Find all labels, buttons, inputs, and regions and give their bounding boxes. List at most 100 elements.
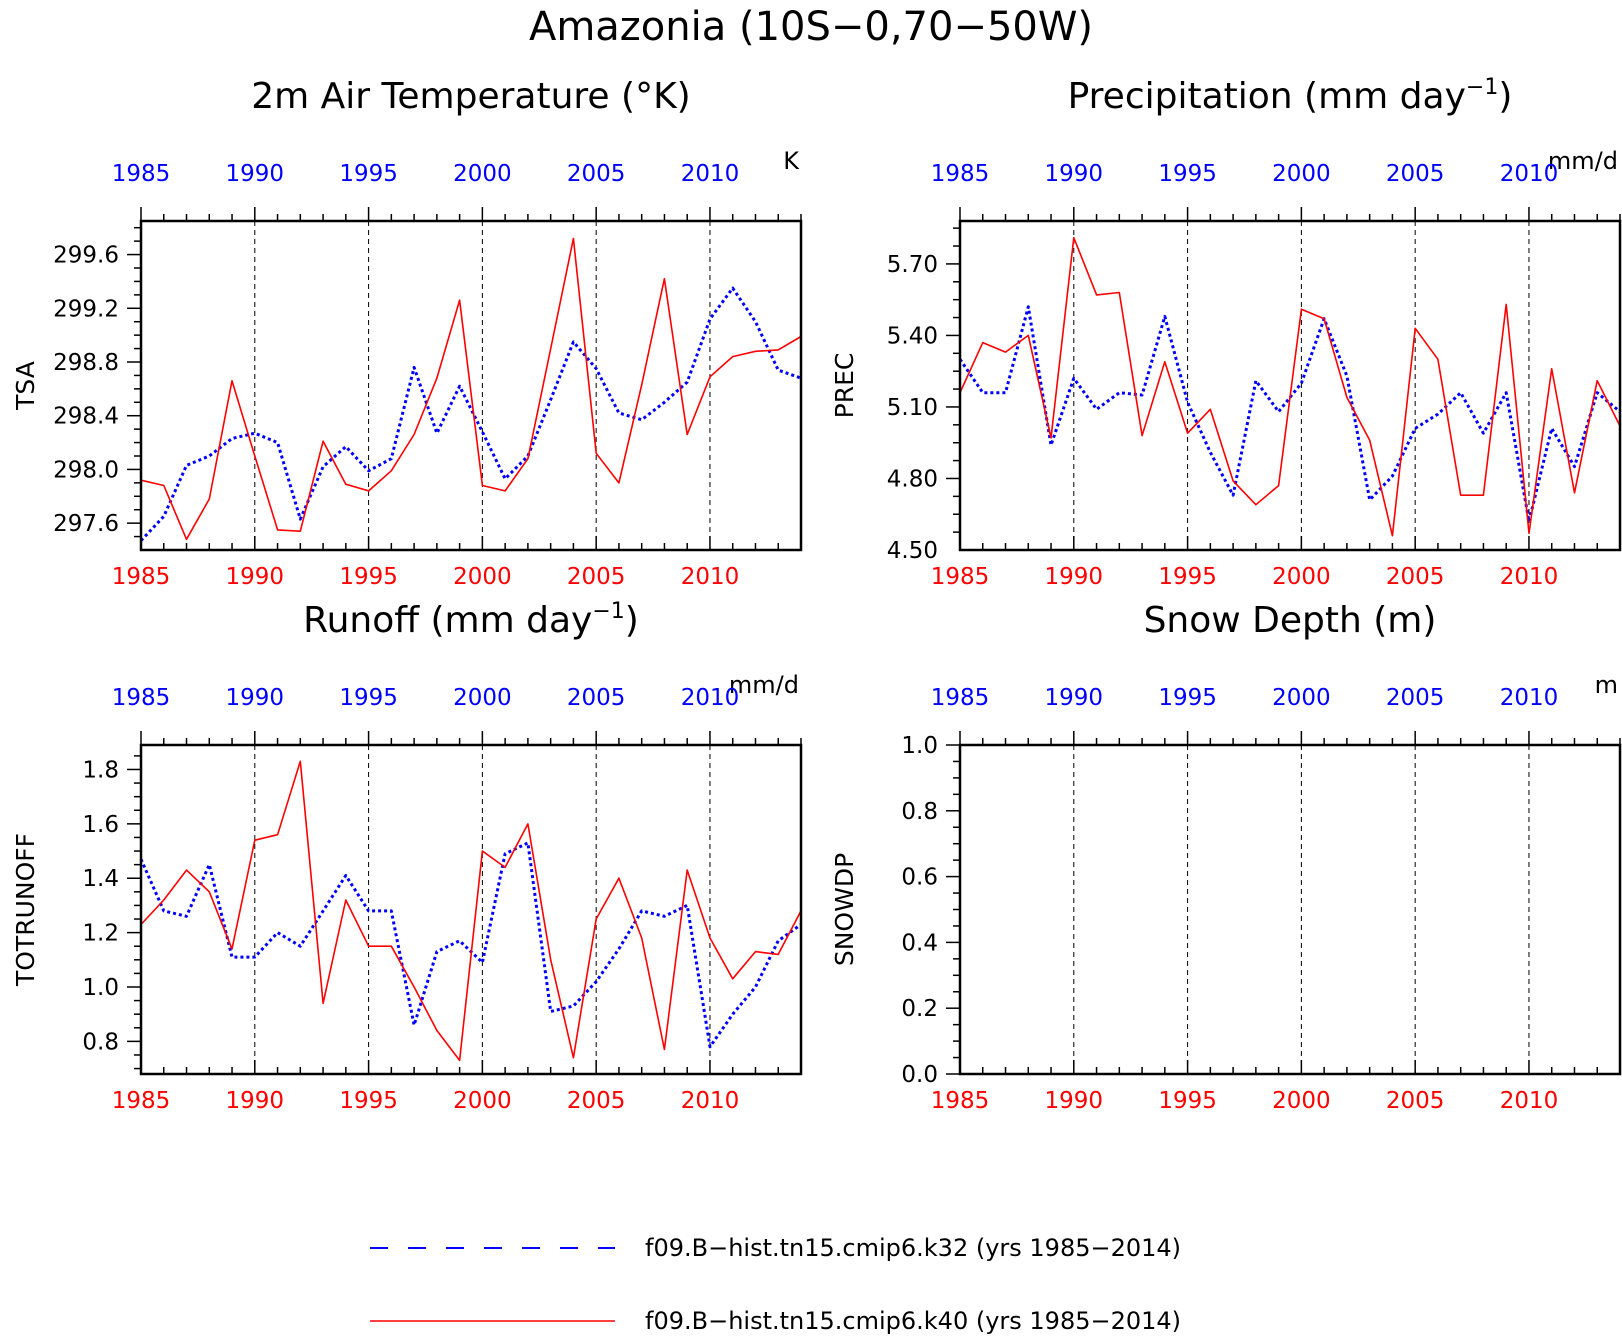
x-tick-label-bottom: 2005 [567,564,626,590]
y-axis-label: TOTRUNOFF [11,833,40,987]
x-tick-label-top: 2005 [1386,161,1445,187]
units-label: mm/d [729,671,799,699]
panel-title: Precipitation (mm day−1) [1068,75,1513,117]
x-tick-label-bottom: 1995 [339,1088,398,1114]
plot-frame [139,219,803,552]
x-tick-label-bottom: 2000 [453,564,512,590]
x-tick-label-bottom: 2000 [1272,564,1331,590]
main-title: Amazonia (10S−0,70−50W) [529,4,1093,50]
x-tick-label-bottom: 2005 [567,1088,626,1114]
x-tick-label-bottom: 1990 [226,564,285,590]
x-tick-label-top: 1985 [112,685,171,711]
y-tick-label: 0.8 [901,799,938,825]
panel-title-main: Runoff (mm day [303,600,592,641]
x-tick-label-bottom: 2010 [1500,564,1559,590]
y-axis-label: PREC [830,353,859,419]
y-tick-label: 297.6 [53,511,119,537]
plot-frame [958,743,1622,1076]
panel-title: 2m Air Temperature (°K) [251,76,690,117]
x-tick-label-top: 1995 [1158,161,1217,187]
x-tick-label-top: 1990 [226,161,285,187]
y-tick-label: 299.6 [53,243,119,269]
x-tick-label-bottom: 2010 [681,1088,740,1114]
x-tick-label-top: 2010 [681,685,740,711]
y-tick-label: 1.6 [82,812,119,838]
y-tick-label: 0.2 [901,996,938,1022]
y-tick-label: 5.40 [887,323,938,349]
x-tick-label-top: 2010 [681,161,740,187]
legend-label: f09.B−hist.tn15.cmip6.k32 (yrs 1985−2014… [645,1234,1181,1262]
y-tick-label: 4.80 [887,466,938,492]
x-tick-label-top: 2000 [1272,161,1331,187]
units-label: mm/d [1548,147,1618,175]
x-tick-label-top: 1985 [112,161,171,187]
panel-title-superscript: −1 [592,599,624,624]
x-tick-label-top: 1985 [931,161,990,187]
x-tick-label-top: 1985 [931,685,990,711]
x-tick-label-bottom: 1990 [226,1088,285,1114]
y-tick-label: 298.0 [53,457,119,483]
panel-snowdp: Snow Depth (m) m 1985 1985 1990 1990 1995 1995 2… [830,600,1622,1114]
series-line-k40 [140,760,802,1062]
y-tick-label: 0.8 [82,1029,119,1055]
legend-label: f09.B−hist.tn15.cmip6.k40 (yrs 1985−2014… [645,1307,1181,1335]
series-line-k40 [959,236,1621,537]
y-tick-label: 298.8 [53,350,119,376]
x-tick-label-bottom: 1985 [931,1088,990,1114]
panel-title: Snow Depth (m) [1144,600,1437,641]
x-tick-label-bottom: 2010 [1500,1088,1559,1114]
y-tick-label: 1.0 [901,733,938,759]
panel-title-superscript: −1 [1466,75,1498,100]
panel-title-end: ) [1498,76,1512,117]
units-label: m [1595,671,1618,699]
y-tick-label: 1.2 [82,921,119,947]
x-tick-label-top: 1995 [1158,685,1217,711]
x-tick-label-top: 2000 [453,161,512,187]
x-tick-label-top: 2000 [453,685,512,711]
y-tick-label: 1.4 [82,866,119,892]
x-tick-label-bottom: 1990 [1045,1088,1104,1114]
x-tick-label-top: 2000 [1272,685,1331,711]
x-tick-label-bottom: 1985 [112,564,171,590]
x-tick-label-bottom: 2010 [681,564,740,590]
y-tick-label: 0.0 [901,1062,938,1088]
x-tick-label-bottom: 2000 [1272,1088,1331,1114]
series-line-k32 [139,841,802,1049]
x-tick-label-bottom: 1985 [931,564,990,590]
y-tick-label: 5.10 [887,395,938,421]
x-tick-label-bottom: 2005 [1386,1088,1445,1114]
x-tick-label-top: 2005 [1386,685,1445,711]
panels: 2m Air Temperature (°K) K 1985 1985 1990 1990… [11,75,1622,1114]
panel-tsa: 2m Air Temperature (°K) K 1985 1985 1990 1990… [11,76,803,590]
y-axis-label: SNOWDP [830,853,859,966]
x-tick-label-bottom: 2005 [1386,564,1445,590]
x-tick-label-bottom: 1995 [1158,564,1217,590]
x-tick-label-bottom: 1995 [1158,1088,1217,1114]
series-line-k40 [140,237,802,541]
y-tick-label: 5.70 [887,252,938,278]
x-tick-label-top: 1995 [339,161,398,187]
series-line-k32 [958,305,1621,523]
panel-title-main: Precipitation (mm day [1068,76,1466,117]
y-axis-label: TSA [11,361,40,411]
x-tick-label-top: 2005 [567,161,626,187]
y-tick-label: 0.4 [901,930,938,956]
x-tick-label-top: 2010 [1500,685,1559,711]
y-tick-label: 4.50 [887,538,938,564]
legend: f09.B−hist.tn15.cmip6.k32 (yrs 1985−2014… [370,1234,1181,1335]
x-tick-label-top: 2005 [567,685,626,711]
x-tick-label-bottom: 1985 [112,1088,171,1114]
panel-title: Runoff (mm day−1) [303,599,639,641]
x-tick-label-top: 1990 [1045,685,1104,711]
y-tick-label: 299.2 [53,296,119,322]
plot-frame [958,219,1622,552]
y-tick-label: 1.8 [82,757,119,783]
x-tick-label-bottom: 1990 [1045,564,1104,590]
x-tick-label-top: 1990 [226,685,285,711]
series-line-k32 [139,286,802,542]
y-tick-label: 0.6 [901,865,938,891]
x-tick-label-bottom: 2000 [453,1088,512,1114]
x-tick-label-bottom: 1995 [339,564,398,590]
units-label: K [783,147,800,175]
